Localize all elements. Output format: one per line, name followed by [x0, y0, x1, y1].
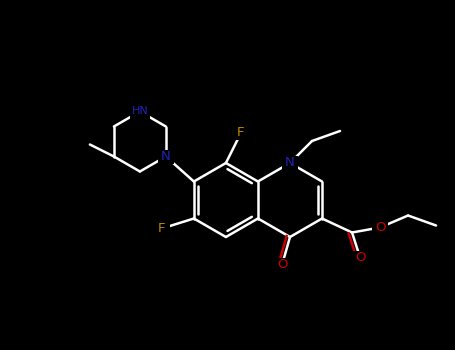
FancyBboxPatch shape: [233, 126, 249, 140]
Text: O: O: [375, 221, 385, 234]
Text: N: N: [285, 156, 295, 169]
Text: F: F: [158, 222, 166, 235]
FancyBboxPatch shape: [154, 222, 170, 236]
FancyBboxPatch shape: [274, 258, 290, 272]
Text: O: O: [355, 251, 365, 264]
FancyBboxPatch shape: [282, 156, 298, 170]
FancyBboxPatch shape: [130, 105, 150, 119]
Text: F: F: [237, 126, 245, 140]
FancyBboxPatch shape: [158, 149, 174, 163]
FancyBboxPatch shape: [352, 251, 368, 265]
Text: N: N: [161, 150, 171, 163]
FancyBboxPatch shape: [372, 220, 388, 234]
Text: HN: HN: [131, 106, 148, 117]
Text: O: O: [277, 259, 287, 272]
